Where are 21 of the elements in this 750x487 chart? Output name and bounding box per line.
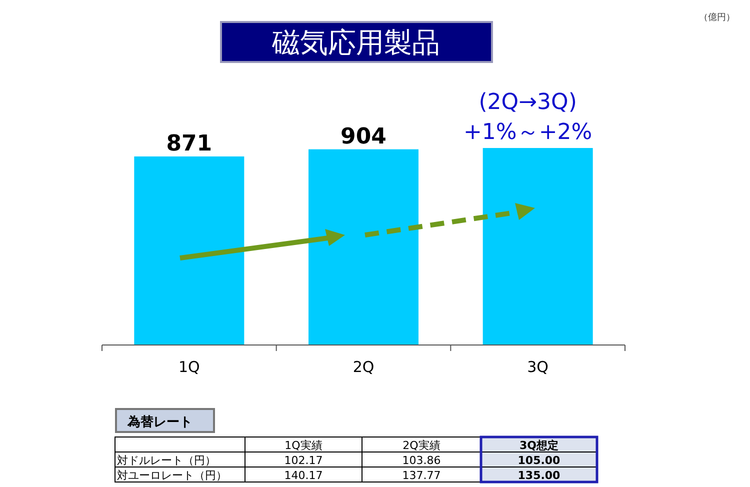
chart-title: 磁気応用製品: [271, 26, 440, 59]
data-label: 904: [340, 124, 386, 150]
x-tick-label: 2Q: [352, 358, 374, 376]
text: 為替レート: [126, 415, 192, 430]
text: 対ドルレート（円）: [117, 454, 216, 467]
text: 103.86: [402, 454, 441, 467]
text: 2Q実績: [402, 439, 440, 452]
text: (2Q→3Q): [478, 90, 577, 115]
text: 137.77: [402, 469, 441, 482]
text: 1Q実績: [284, 439, 322, 452]
text: 対ユーロレート（円）: [117, 469, 227, 482]
text: （億円）: [699, 12, 735, 23]
data-label: 871: [166, 131, 212, 156]
text: +1%～+2%: [463, 120, 592, 145]
text: 102.17: [284, 454, 323, 467]
text: 140.17: [284, 469, 323, 482]
x-tick-label: 1Q: [178, 358, 200, 376]
text: 3Q想定: [519, 439, 559, 452]
text: 105.00: [518, 454, 561, 467]
x-tick-label: 3Q: [527, 358, 549, 376]
text: 135.00: [518, 469, 561, 482]
